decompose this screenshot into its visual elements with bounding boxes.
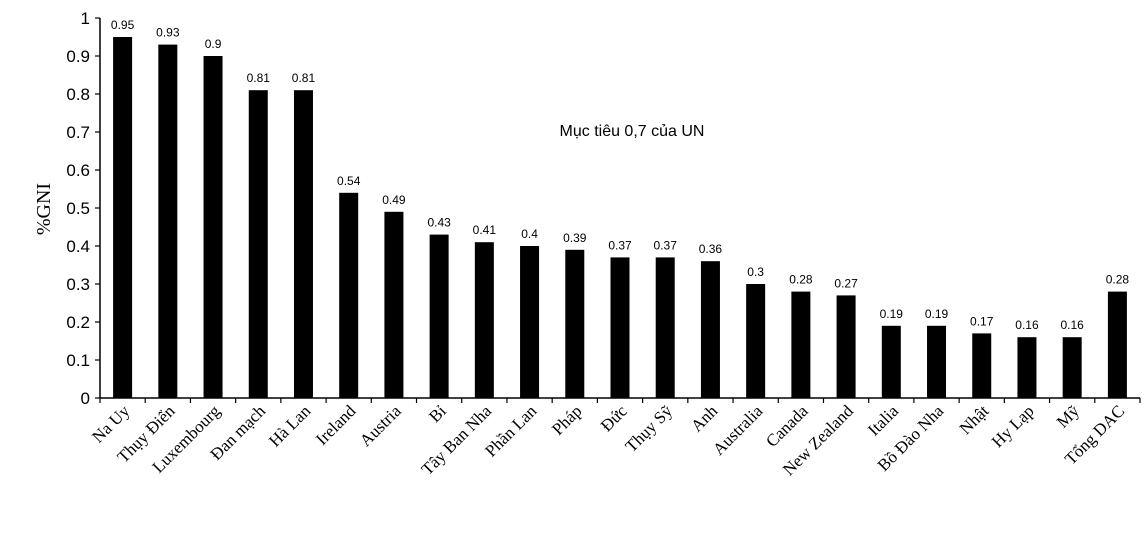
bar	[1017, 337, 1037, 398]
bar	[565, 249, 585, 398]
category-label: Italia	[864, 401, 902, 439]
data-label: 0.54	[337, 174, 361, 188]
y-tick-label: 0.1	[66, 351, 90, 370]
y-tick-label: 0.4	[66, 237, 90, 256]
category-label: Bỉ	[425, 401, 450, 426]
bar	[700, 261, 720, 398]
data-label: 0.36	[699, 242, 723, 256]
bar	[881, 325, 901, 398]
category-label: Austria	[356, 401, 405, 450]
data-label: 0.27	[834, 276, 858, 290]
data-label: 0.9	[205, 37, 222, 51]
y-tick-label: 0	[81, 389, 90, 408]
y-axis-label: %GNI	[33, 183, 55, 235]
bar	[203, 56, 223, 398]
bar	[429, 234, 449, 398]
data-label: 0.3	[747, 265, 764, 279]
category-label: Pháp	[548, 401, 585, 438]
category-label: Hy Lạp	[988, 401, 1038, 451]
y-tick-label: 1	[81, 9, 90, 28]
y-tick-label: 0.2	[66, 313, 90, 332]
data-label: 0.81	[292, 71, 316, 85]
bar	[384, 211, 404, 398]
data-label: 0.37	[654, 238, 678, 252]
bar	[474, 242, 494, 398]
bar	[746, 284, 766, 398]
y-tick-label: 0.6	[66, 161, 90, 180]
category-label: Ireland	[312, 401, 360, 449]
data-label: 0.93	[156, 26, 180, 40]
data-label: 0.4	[521, 227, 538, 241]
bar	[1107, 291, 1127, 398]
data-label: 0.28	[789, 273, 813, 287]
category-label: Australia	[709, 401, 767, 459]
data-label: 0.37	[608, 238, 632, 252]
un-target-annotation: Mục tiêu 0,7 của UN	[560, 123, 705, 140]
data-label: 0.41	[473, 223, 497, 237]
y-tick-label: 0.7	[66, 123, 90, 142]
bar	[791, 291, 811, 398]
data-label: 0.39	[563, 231, 587, 245]
bar	[520, 246, 540, 398]
bar	[113, 37, 133, 398]
bar	[248, 90, 268, 398]
category-label: Đức	[597, 401, 631, 435]
bar	[655, 257, 675, 398]
category-label: Anh	[687, 401, 721, 435]
data-label: 0.95	[111, 18, 135, 32]
y-tick-label: 0.3	[66, 275, 90, 294]
bar	[339, 192, 359, 398]
axes: 0 0.1 0.2 0.3 0.4 0.5 0.6 0.7 0.8 0.9 1	[66, 9, 1141, 408]
data-label: 0.19	[925, 307, 949, 321]
y-tick-label: 0.5	[66, 199, 90, 218]
bar	[836, 295, 856, 398]
data-label: 0.28	[1106, 273, 1130, 287]
category-label: Thụy Sỹ	[622, 401, 677, 456]
bar	[972, 333, 992, 398]
category-label: Nhật	[956, 401, 993, 438]
data-label: 0.16	[1060, 318, 1084, 332]
category-label: Hà Lan	[265, 401, 314, 450]
y-tick-label: 0.8	[66, 85, 90, 104]
data-label: 0.16	[1015, 318, 1039, 332]
bar	[158, 44, 178, 398]
data-label: 0.43	[427, 216, 451, 230]
bar	[293, 90, 313, 398]
data-label: 0.19	[880, 307, 904, 321]
data-label: 0.17	[970, 314, 994, 328]
data-label: 0.49	[382, 193, 406, 207]
bar	[610, 257, 630, 398]
y-tick-label: 0.9	[66, 47, 90, 66]
bar	[1062, 337, 1082, 398]
category-label: Mỹ	[1053, 401, 1083, 431]
data-label: 0.81	[247, 71, 271, 85]
bar	[927, 325, 947, 398]
